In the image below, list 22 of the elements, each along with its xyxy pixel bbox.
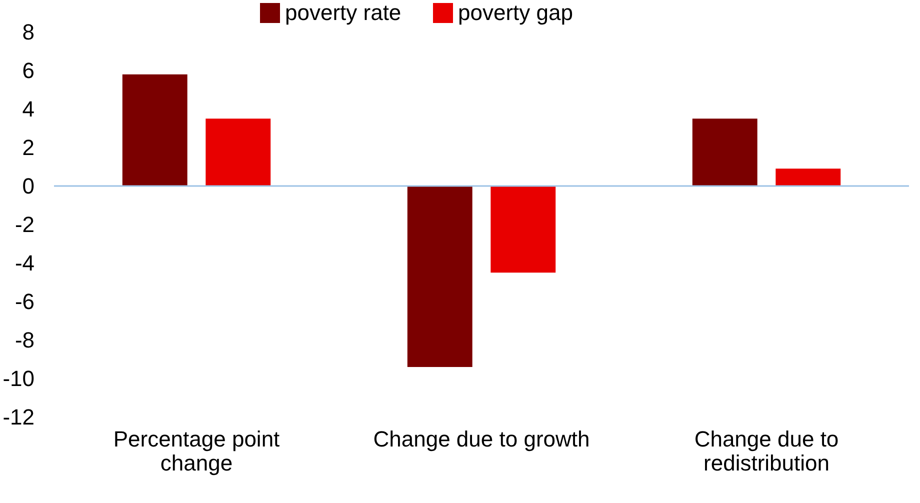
- y-tick-label: -2: [14, 212, 34, 237]
- bar: [692, 118, 758, 186]
- bar: [206, 118, 271, 186]
- y-tick-label: -8: [14, 328, 34, 352]
- y-tick-label: -12: [2, 404, 34, 430]
- y-tick-label: 8: [22, 20, 34, 44]
- y-tick-label: -4: [14, 250, 34, 276]
- x-tick-label: Change due to redistribution: [694, 426, 839, 476]
- bar: [407, 186, 472, 367]
- x-tick-label: Change due to growth: [373, 426, 590, 452]
- x-tick-label: Percentage point change: [113, 426, 280, 476]
- y-tick-label: 2: [22, 135, 34, 160]
- bar: [776, 168, 841, 186]
- legend-label: poverty rate: [285, 0, 402, 25]
- bar: [122, 74, 188, 186]
- legend-label: poverty gap: [458, 0, 573, 25]
- y-tick-label: 0: [22, 174, 34, 198]
- y-tick-label: -10: [2, 366, 34, 391]
- bar: [490, 186, 556, 273]
- y-tick-label: 6: [22, 58, 34, 83]
- y-tick-label: -6: [14, 289, 34, 314]
- y-tick-label: 4: [22, 96, 34, 122]
